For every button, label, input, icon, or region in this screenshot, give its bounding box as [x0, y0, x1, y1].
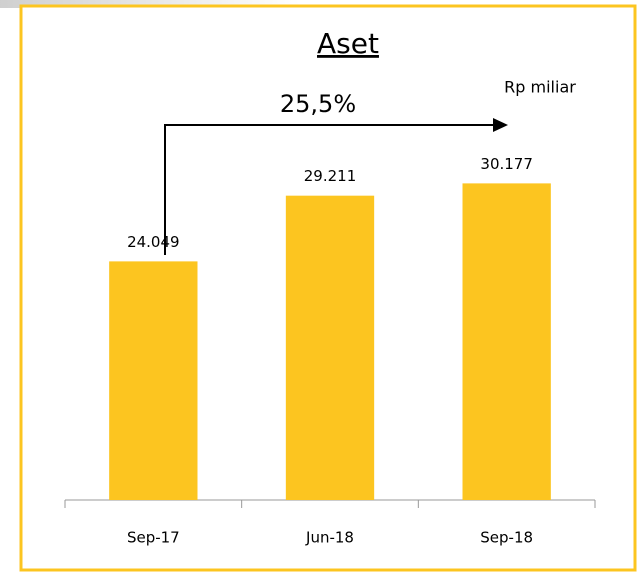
shadow — [0, 0, 300, 8]
x-tick-label: Sep-17 — [127, 529, 180, 547]
bar — [462, 183, 551, 500]
data-label: 24.049 — [127, 233, 180, 251]
arrow-head — [493, 118, 508, 132]
unit-label: Rp miliar — [504, 78, 576, 97]
data-label: 29.211 — [304, 167, 357, 185]
growth-arrow — [164, 124, 495, 255]
x-tick-label: Jun-18 — [305, 529, 354, 547]
chart-title: Aset — [317, 27, 379, 60]
bar — [109, 261, 198, 500]
bar — [285, 195, 375, 501]
x-tick-label: Sep-18 — [480, 529, 533, 547]
annotation: 25,5% — [280, 90, 356, 118]
data-label: 30.177 — [480, 155, 533, 173]
